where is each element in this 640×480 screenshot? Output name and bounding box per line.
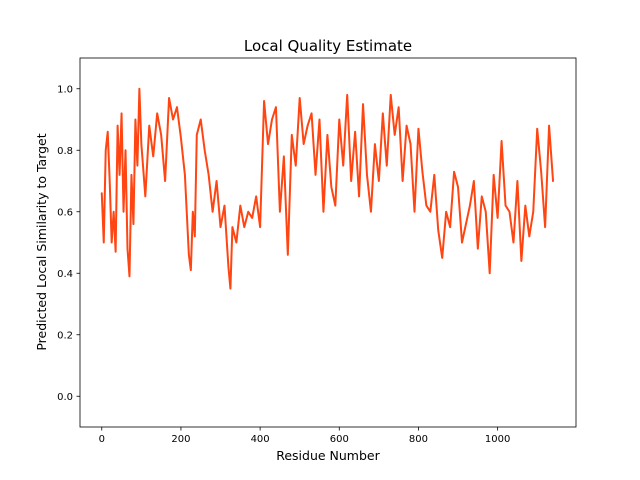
- y-tick-label: 0.4: [57, 269, 73, 280]
- chart-title: Local Quality Estimate: [244, 37, 412, 55]
- plot-area: [100, 87, 555, 290]
- x-tick-label: 400: [251, 434, 270, 445]
- y-axis-label: Predicted Local Similarity to Target: [34, 133, 49, 350]
- x-axis-label: Residue Number: [276, 448, 380, 463]
- y-tick-label: 0.2: [57, 330, 73, 341]
- y-tick-label: 0.6: [57, 207, 73, 218]
- y-axis: 0.0 0.2 0.4 0.6 0.8 1.0: [57, 84, 80, 403]
- x-tick-label: 0: [99, 434, 105, 445]
- x-tick-label: 1000: [485, 434, 510, 445]
- x-axis: 0 200 400 600 800 1000: [99, 427, 510, 445]
- series-line-0: [100, 87, 555, 290]
- x-tick-label: 600: [330, 434, 349, 445]
- x-tick-label: 800: [409, 434, 428, 445]
- y-tick-label: 0.8: [57, 146, 73, 157]
- y-tick-label: 0.0: [57, 392, 73, 403]
- x-tick-label: 200: [171, 434, 190, 445]
- y-tick-label: 1.0: [57, 84, 73, 95]
- axes-frame: [79, 57, 577, 428]
